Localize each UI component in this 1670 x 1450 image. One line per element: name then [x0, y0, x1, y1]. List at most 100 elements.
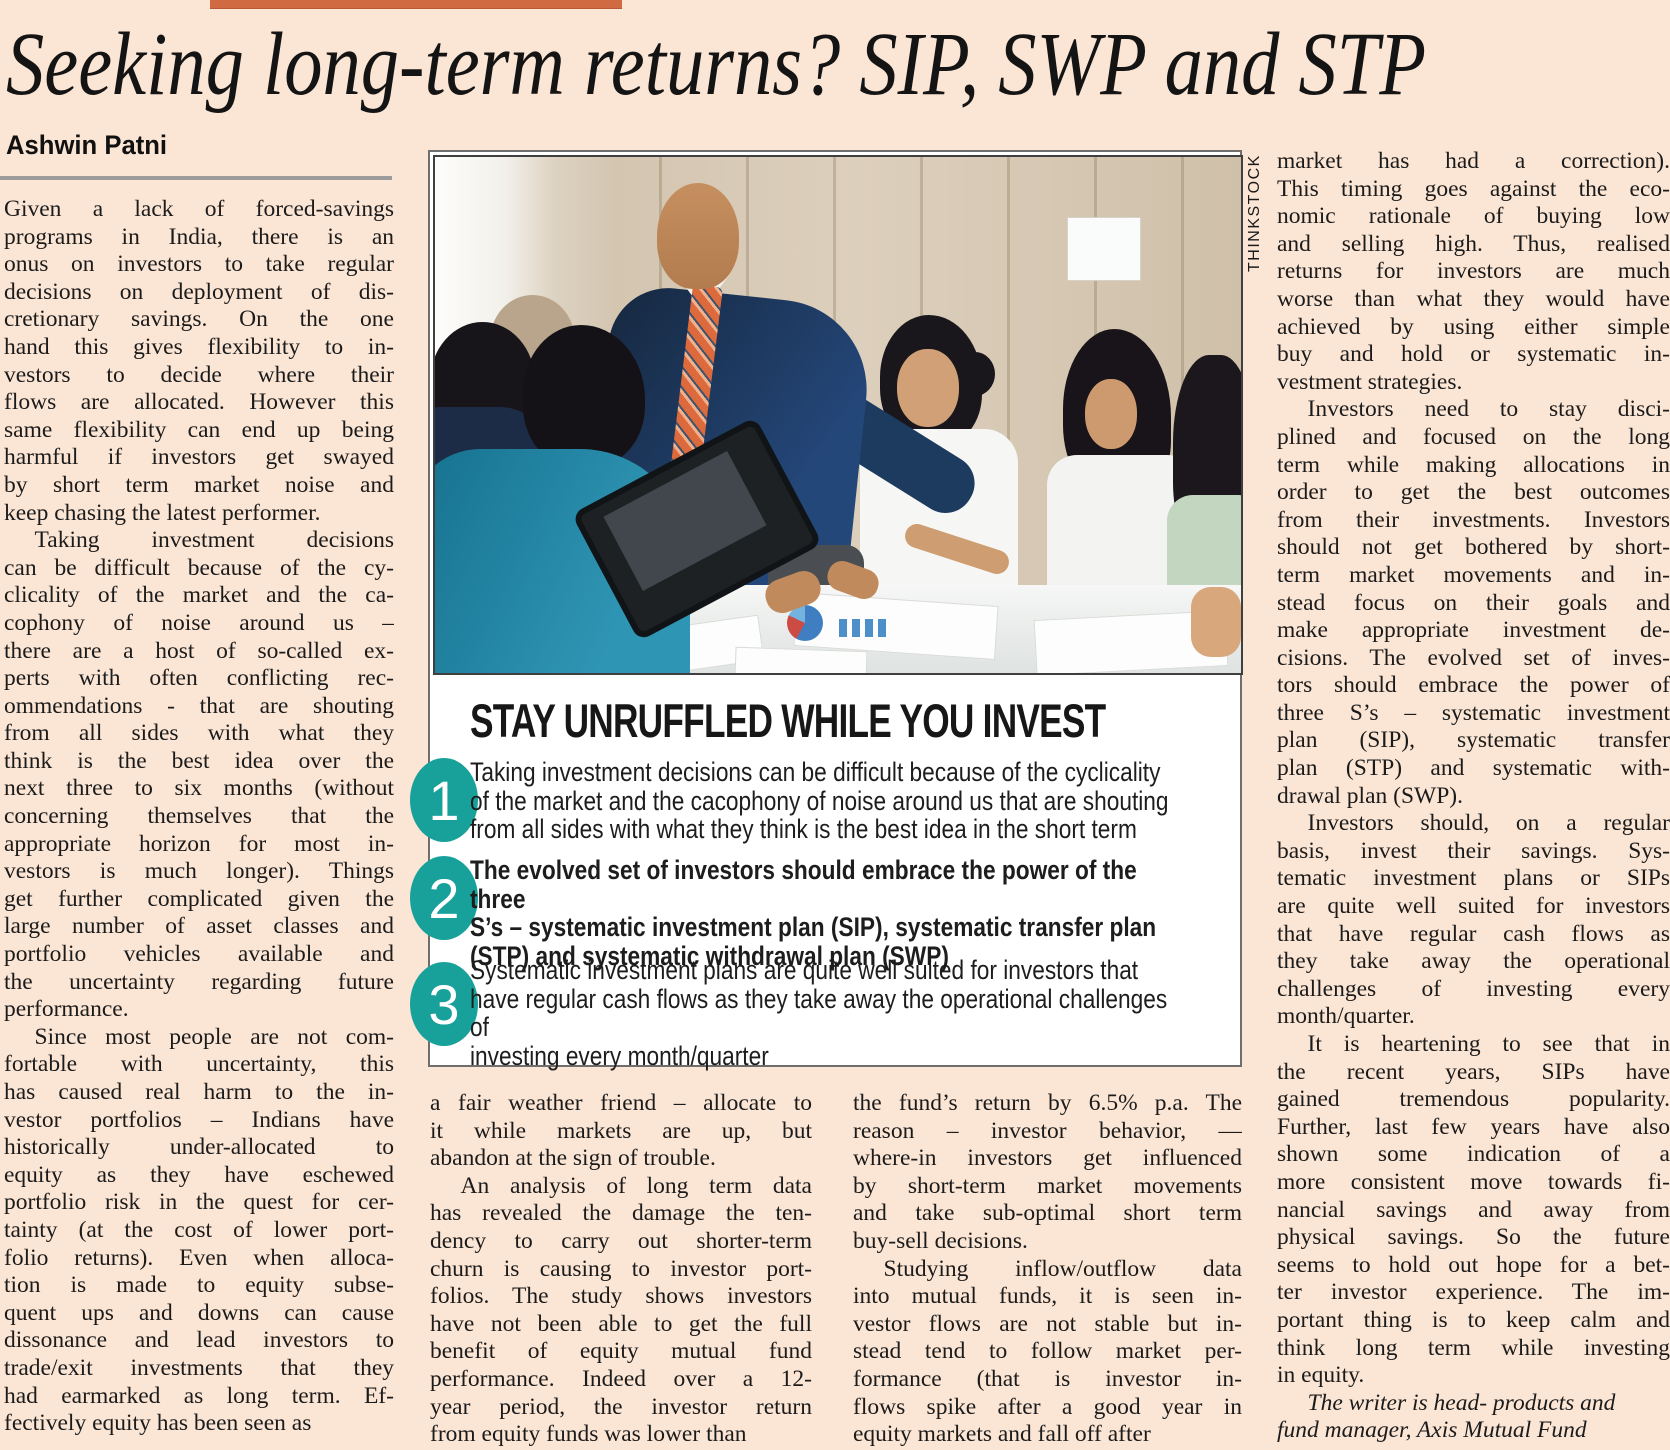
text-line: month/quarter.: [1277, 1003, 1415, 1030]
feature-box-title: STAY UNRUFFLED WHILE YOU INVEST: [470, 694, 1106, 747]
text-line: performance.: [4, 996, 129, 1023]
text-line: physical savings. So the future: [1277, 1224, 1670, 1251]
text-line: should not get bothered by short-: [1277, 534, 1670, 561]
text-line: that have regular cash flows as: [1277, 920, 1670, 947]
text-line: from equity funds was lower than: [430, 1421, 747, 1448]
text-line: of the market and the cacophony of noise…: [470, 785, 1169, 816]
text-line: Further, last few years have also: [1277, 1113, 1670, 1140]
article-column-right: market has had a correction). This timing…: [1277, 148, 1670, 1445]
text-line: cretionary savings. On the one: [4, 306, 394, 333]
article-column-mid-right: the fund’s return by 6.5% p.a. The reason…: [853, 1090, 1242, 1449]
text-line: (STP) and systematic withdrawal plan (SW…: [470, 940, 949, 971]
text-line: large number of asset classes and: [4, 913, 394, 940]
text-line: concerning themselves that the: [4, 803, 394, 830]
text-line: challenges of investing every: [1277, 975, 1670, 1002]
point-1-badge: 1: [410, 758, 478, 842]
text-line: programs in India, there is an: [4, 223, 394, 250]
text-line: the recent years, SIPs have: [1277, 1058, 1670, 1085]
text-line: stead tend to follow market per-: [853, 1338, 1242, 1365]
text-line: buy-sell decisions.: [853, 1227, 1028, 1254]
article-column-left: Given a lack of forced-savings programs i…: [4, 196, 394, 1438]
text-line: reason – investor behavior, —: [853, 1117, 1242, 1144]
text-line: Systematic investment plans are quite we…: [470, 955, 1139, 985]
text-line: Since most people are not com-: [34, 1023, 394, 1050]
text-line: by short term market noise and: [4, 471, 394, 498]
text-line: more consistent move towards fi-: [1277, 1168, 1670, 1195]
text-line: from all sides with what they: [4, 720, 394, 747]
photo-wall-switch: [1067, 217, 1141, 281]
text-line: ter investor experience. The im-: [1277, 1279, 1670, 1306]
text-line: clicality of the market and the ca-: [4, 582, 394, 609]
text-line: next three to six months (without: [4, 775, 394, 802]
text-line: decisions on deployment of dis-: [4, 278, 394, 305]
text-line: the uncertainty regarding future: [4, 968, 394, 995]
text-line: appropriate horizon for most in-: [4, 830, 394, 857]
text-line: has caused real harm to the in-: [4, 1079, 394, 1105]
text-line: investing every month/quarter: [470, 1040, 769, 1071]
text-line: think long term while investing: [1277, 1334, 1670, 1361]
text-line: term market movements and in-: [1277, 561, 1670, 588]
text-line: perts with often conflicting rec-: [4, 665, 394, 692]
text-line: trade/exit investments that they: [4, 1354, 394, 1381]
text-line: The evolved set of investors should embr…: [470, 855, 1137, 914]
text-line: stead focus on their goals and: [1277, 589, 1670, 616]
text-line: Investors should, on a regular: [1307, 810, 1670, 837]
point-3-text: Systematic investment plans are quite we…: [470, 956, 1170, 1070]
text-line: tors should embrace the power of: [1277, 672, 1670, 699]
text-line: and take sub-optimal short term: [853, 1200, 1242, 1227]
text-line: vestor flows are not stable but in-: [853, 1310, 1242, 1337]
text-line: by short-term market movements: [853, 1172, 1242, 1199]
text-line: make appropriate investment de-: [1277, 617, 1670, 644]
text-line: benefit of equity mutual fund: [430, 1338, 812, 1365]
text-line: same flexibility can end up being: [4, 416, 394, 443]
text-line: dency to carry out shorter-term: [430, 1227, 812, 1254]
text-line: An analysis of long term data: [460, 1172, 812, 1199]
text-line: churn is causing to investor port-: [430, 1255, 812, 1282]
point-3-number: 3: [428, 972, 460, 1036]
text-line: tainty (at the cost of lower port-: [4, 1216, 394, 1243]
text-line: get further complicated given the: [4, 885, 394, 912]
byline: Ashwin Patni: [6, 130, 168, 160]
text-line: and selling high. Thus, realised: [1277, 230, 1670, 257]
point-2-number: 2: [428, 866, 460, 930]
text-line: are quite well suited for investors: [1277, 893, 1670, 920]
point-2-badge: 2: [410, 856, 478, 940]
text-line: tion is made to equity subse-: [4, 1272, 394, 1299]
text-line: in equity.: [1277, 1362, 1365, 1389]
photo-foreground-man-head: [523, 325, 645, 467]
photo-credit: THINKSTOCK: [1246, 154, 1263, 272]
text-line: a fair weather friend – allocate to: [430, 1090, 812, 1116]
text-line: nomic rationale of buying low: [1277, 203, 1670, 230]
text-line: folio returns). Even when alloca-: [4, 1244, 394, 1271]
text-line: performance. Indeed over a 12-: [430, 1365, 812, 1392]
text-line: cisions. The evolved set of inves-: [1277, 644, 1670, 671]
text-line: flows spike after a good year in: [853, 1393, 1242, 1420]
text-line: can be difficult because of the cy-: [4, 554, 394, 581]
text-line: plan (STP) and systematic with-: [1277, 755, 1670, 782]
text-line: from their investments. Investors: [1277, 506, 1670, 533]
text-line: have regular cash flows as they take awa…: [470, 983, 1168, 1042]
text-line: had earmarked as long term. Ef-: [4, 1382, 394, 1409]
feature-box: STAY UNRUFFLED WHILE YOU INVEST 1 Taking…: [410, 150, 1243, 1070]
text-line: portant thing is to keep calm and: [1277, 1306, 1670, 1333]
text-line: have not been able to get the full: [430, 1310, 812, 1337]
text-line: the fund’s return by 6.5% p.a. The: [853, 1090, 1242, 1116]
text-line: plan (SIP), systematic transfer: [1277, 727, 1670, 754]
article-column-mid-left: a fair weather friend – allocate to it wh…: [430, 1090, 812, 1449]
photo-pie-chart: [787, 605, 823, 641]
text-line: nancial savings and away from: [1277, 1196, 1670, 1223]
point-2-text: The evolved set of investors should embr…: [470, 856, 1170, 970]
text-line: there are a host of so-called ex-: [4, 637, 394, 664]
text-line: portfolio vehicles available and: [4, 941, 394, 968]
text-line: drawal plan (SWP).: [1277, 782, 1463, 809]
photo-woman-center-face: [897, 349, 959, 427]
photo-bar-chart: [839, 619, 891, 637]
text-line: buy and hold or systematic in-: [1277, 341, 1670, 368]
text-line: Taking investment decisions can be diffi…: [470, 757, 1161, 787]
text-line: keep chasing the latest performer.: [4, 499, 321, 526]
text-line: has revealed the damage the ten-: [430, 1200, 812, 1227]
text-line: seems to hold out hope for a bet-: [1277, 1251, 1670, 1278]
text-line: vestors to decide where their: [4, 361, 394, 388]
text-line: Taking investment decisions: [34, 527, 394, 554]
